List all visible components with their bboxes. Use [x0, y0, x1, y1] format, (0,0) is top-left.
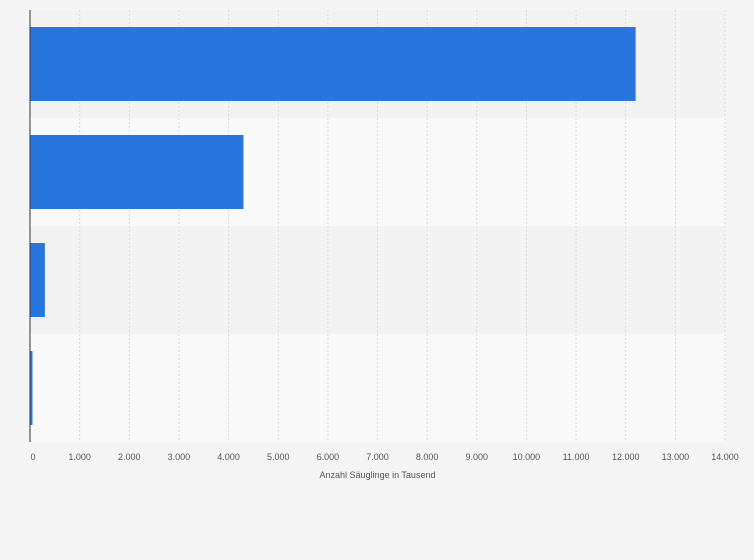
x-tick-label: 1.000 [68, 452, 91, 462]
bars [30, 27, 636, 425]
x-tick-label: 13.000 [662, 452, 690, 462]
bar[interactable] [30, 27, 636, 101]
gridlines [79, 10, 726, 442]
x-tick-label: 2.000 [118, 452, 141, 462]
bar[interactable] [30, 351, 33, 425]
x-tick-label: 5.000 [267, 452, 290, 462]
x-tick-label: 6.000 [317, 452, 340, 462]
x-tick-labels: 0 1.000 2.000 3.000 4.000 5.000 6.000 7.000 8.00… [30, 452, 738, 462]
x-tick-label: 7.000 [366, 452, 389, 462]
x-tick-label: 10.000 [513, 452, 541, 462]
x-tick-label: 11.000 [563, 452, 590, 462]
bar[interactable] [30, 243, 45, 317]
x-tick-label: 12.000 [612, 452, 640, 462]
x-axis-title: Anzahl Säuglinge in Tausend [320, 470, 436, 480]
x-tick-label: 4.000 [217, 452, 240, 462]
x-tick-label: 14.000 [711, 452, 739, 462]
x-tick-label: 8.000 [416, 452, 439, 462]
x-tick-label: 3.000 [168, 452, 191, 462]
bar[interactable] [30, 135, 244, 209]
x-tick-label: 0 [30, 452, 35, 462]
x-tick-label: 9.000 [466, 452, 489, 462]
